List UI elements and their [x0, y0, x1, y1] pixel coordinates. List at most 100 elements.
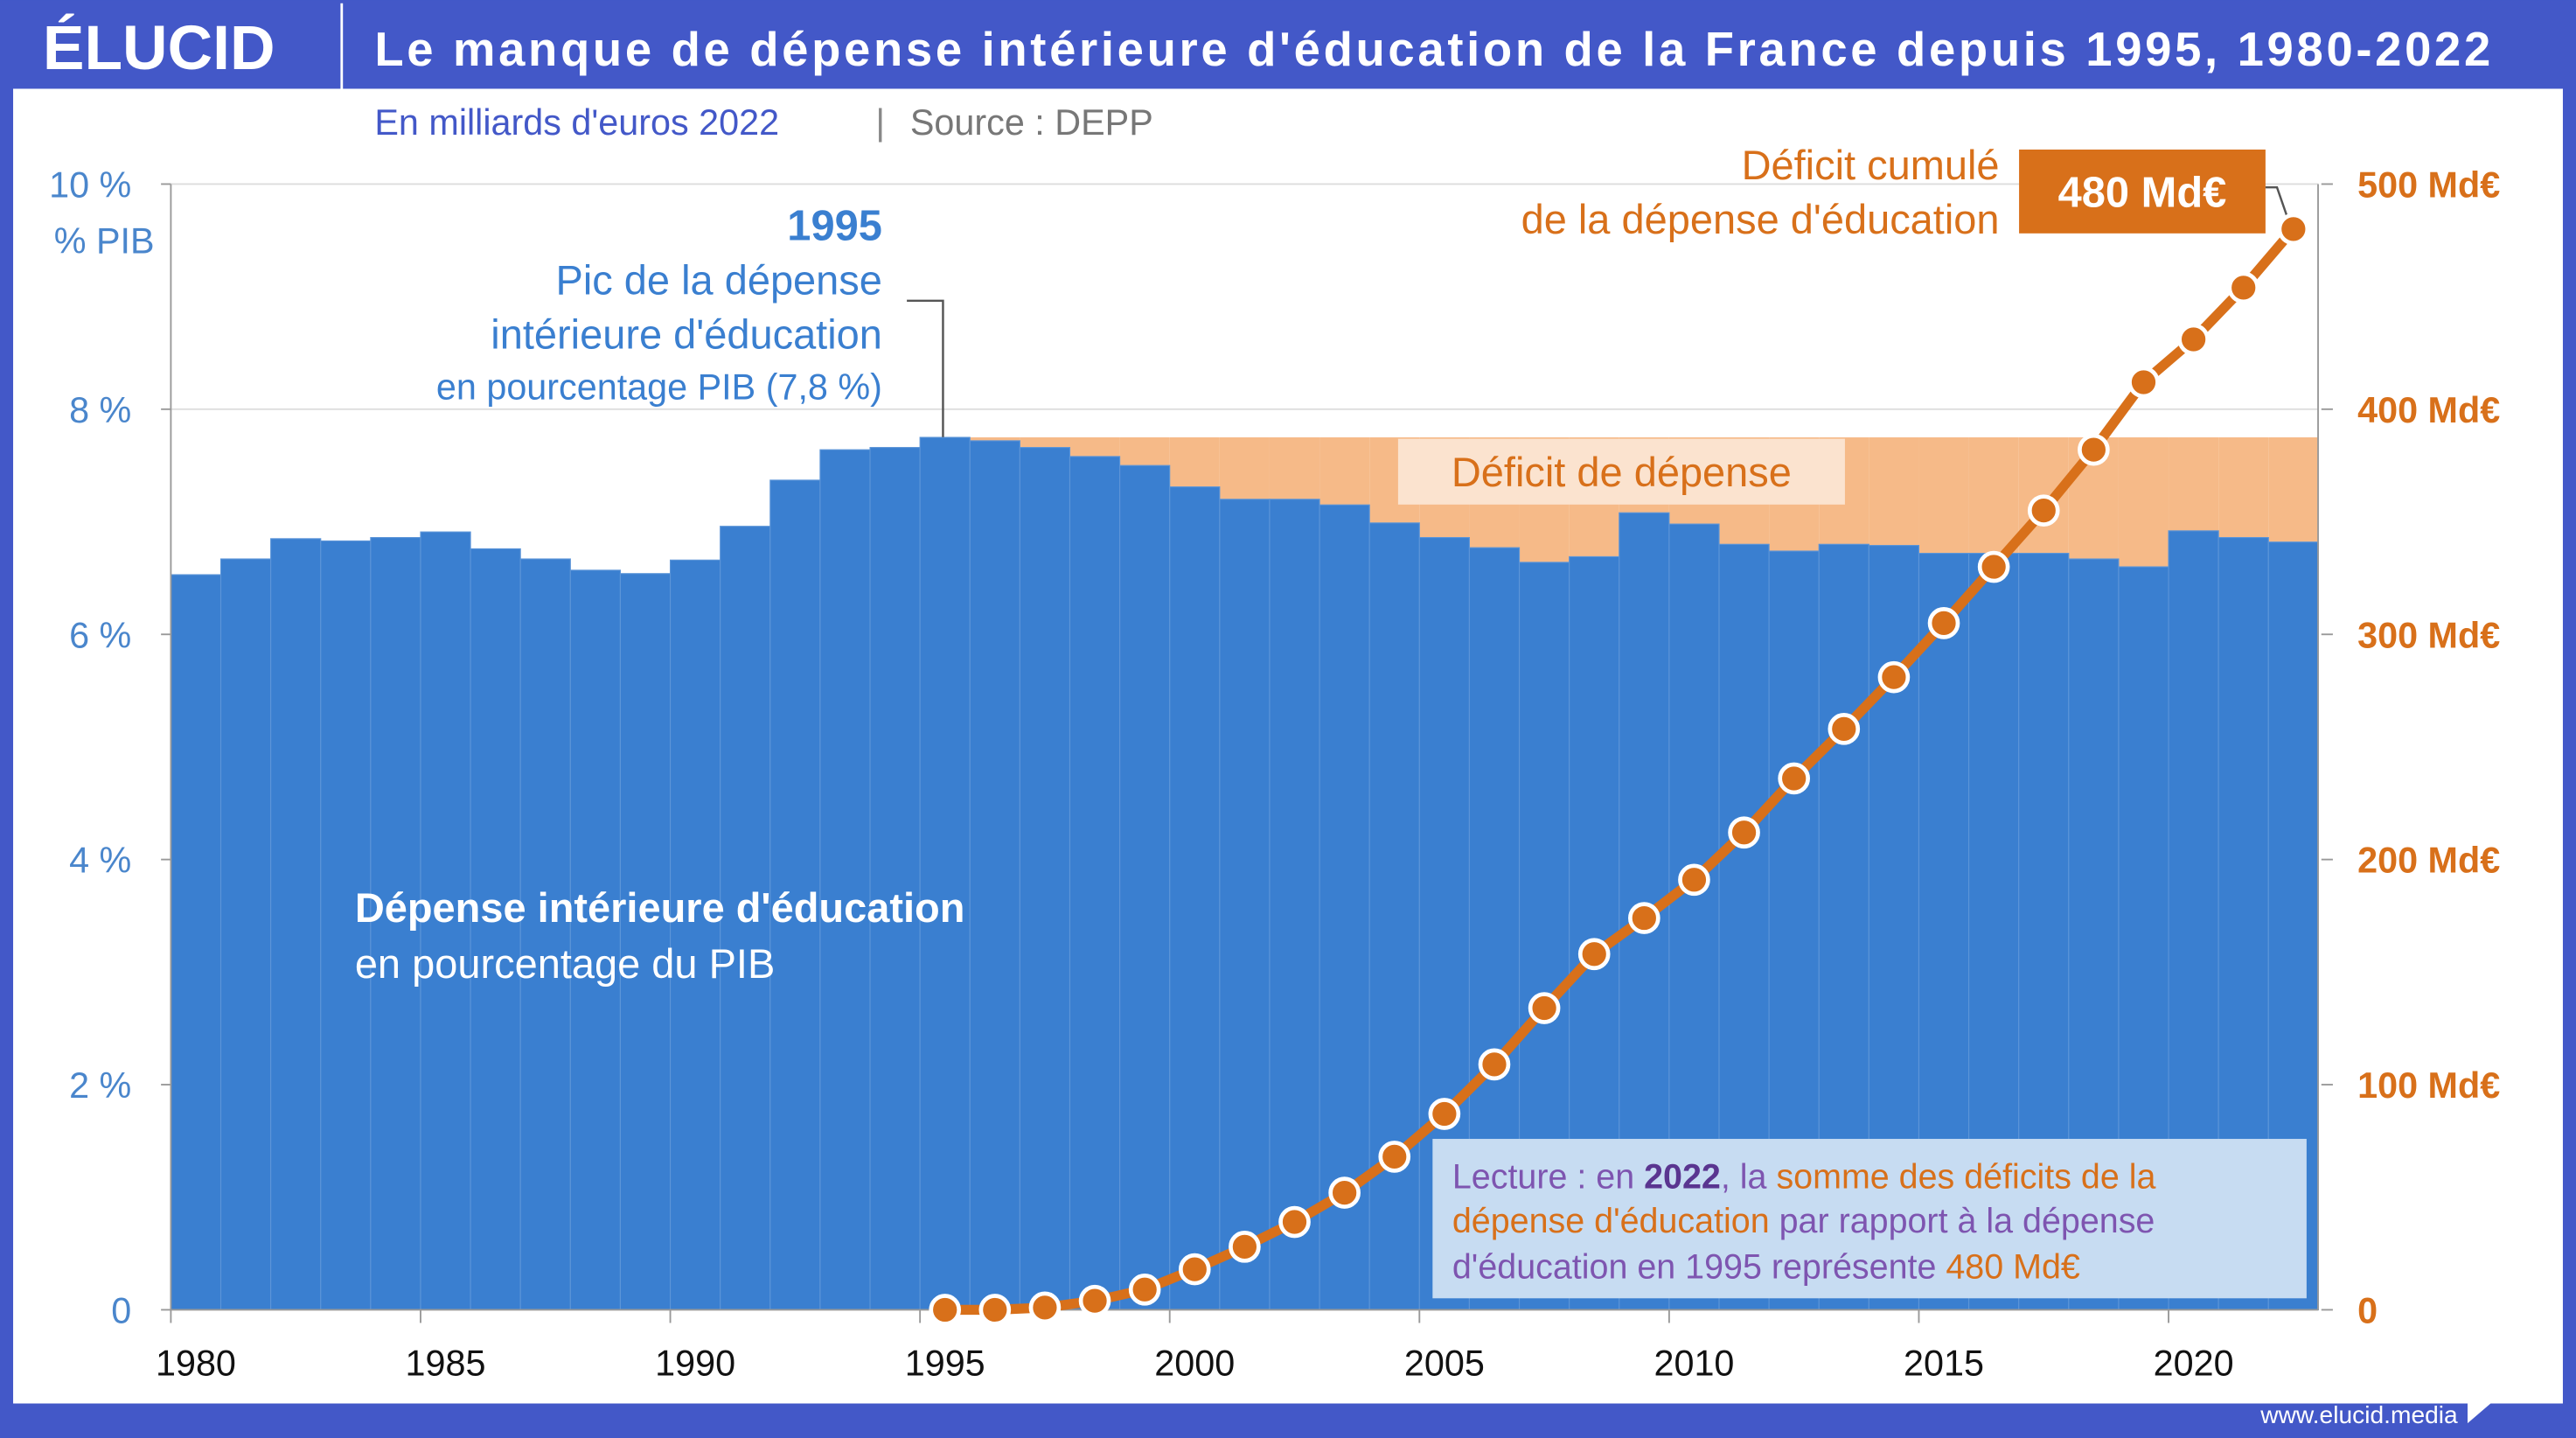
- bar: [769, 479, 821, 1311]
- bar: [1119, 464, 1171, 1311]
- deficit-point: [978, 1294, 1012, 1326]
- right-tick-label: 300 Md€: [2357, 615, 2500, 655]
- deficit-point: [1328, 1176, 1361, 1209]
- bar: [1169, 486, 1221, 1311]
- deficit-point: [2078, 433, 2110, 466]
- bar: [919, 436, 971, 1311]
- bar: [420, 531, 471, 1311]
- deficit-point: [1178, 1253, 1211, 1286]
- x-tick-label: 1990: [655, 1344, 735, 1384]
- bars-label1: Dépense intérieure d'éducation: [355, 884, 965, 931]
- left-tick-label: 0: [111, 1290, 131, 1330]
- deficit-line-path: [944, 226, 2298, 1316]
- cumul-badge: [2019, 149, 2266, 234]
- bar: [320, 540, 372, 1311]
- reading-line3: d'éducation en 1995 représente 480 Md€: [1452, 1248, 2080, 1287]
- deficit-point: [1078, 1284, 1111, 1317]
- left-axis-label: % PIB: [54, 220, 155, 261]
- deficit-point: [2027, 494, 2060, 527]
- x-tick-label: 2000: [1154, 1344, 1235, 1384]
- deficit-point: [1478, 1048, 1511, 1081]
- deficit-segment: [1020, 437, 1070, 448]
- deficit-segment: [1069, 437, 1120, 457]
- deficit-segment: [970, 437, 1020, 441]
- left-tick-label: 10 %: [49, 164, 131, 205]
- deficit-point: [929, 1294, 962, 1326]
- deficit-point: [2177, 323, 2210, 356]
- right-tick-label: 500 Md€: [2357, 164, 2500, 205]
- deficit-segment: [2218, 437, 2269, 538]
- bar: [1069, 456, 1121, 1311]
- deficit-point: [1828, 713, 1861, 745]
- deficit-point: [1028, 1291, 1062, 1324]
- deficit-point: [1128, 1273, 1161, 1306]
- peak-year: 1995: [787, 202, 882, 249]
- deficit-segment: [2118, 437, 2169, 568]
- cumulative-deficit-line: [929, 213, 2310, 1326]
- cumul-line1: Déficit cumulé: [1742, 142, 2000, 188]
- right-tick-label: 400 Md€: [2357, 390, 2500, 430]
- deficit-segment: [1119, 437, 1170, 466]
- bar: [969, 440, 1020, 1311]
- x-tick-label: 1995: [905, 1344, 985, 1384]
- deficit-segment: [1319, 437, 1370, 506]
- bar: [569, 569, 622, 1311]
- deficit-segment: [2169, 437, 2219, 531]
- deficit-point: [1378, 1141, 1411, 1173]
- x-tick-label: 2005: [1404, 1344, 1485, 1384]
- page-title: Le manque de dépense intérieure d'éducat…: [374, 23, 2490, 76]
- bar: [869, 447, 921, 1311]
- subtitle-unit: En milliards d'euros 2022: [374, 102, 779, 143]
- peak-line3: en pourcentage PIB (7,8 %): [436, 367, 882, 408]
- deficit-label-box: [1397, 438, 1845, 505]
- bars-label2: en pourcentage du PIB: [355, 940, 775, 987]
- x-tick-label: 2015: [1904, 1344, 1984, 1384]
- reading-line2: dépense d'éducation par rapport à la dép…: [1452, 1202, 2155, 1240]
- deficit-point: [1728, 816, 1760, 849]
- deficit-segment: [1269, 437, 1320, 499]
- deficit-segment: [2268, 437, 2319, 542]
- cumul-badge-text: 480 Md€: [2058, 170, 2227, 217]
- deficit-label: Déficit de dépense: [1452, 449, 1792, 495]
- right-tick-label: 100 Md€: [2357, 1065, 2500, 1106]
- deficit-point: [1528, 992, 1561, 1024]
- axes: 0 2 % 4 % 6 % 8 % 10 % 0 100 Md€ 200 Md€ 300 Md€ 4…: [49, 164, 2500, 1383]
- deficit-segment: [1918, 437, 1969, 554]
- left-tick-label: 2 %: [69, 1065, 131, 1106]
- deficit-point: [1628, 902, 1660, 934]
- peak-line1: Pic de la dépense: [556, 256, 882, 303]
- bar: [219, 558, 272, 1311]
- x-tick-label: 2010: [1654, 1344, 1734, 1384]
- x-tick-label: 2020: [2154, 1344, 2234, 1384]
- footer-url[interactable]: www.elucid.media: [2259, 1400, 2458, 1428]
- deficit-point: [1877, 660, 1911, 694]
- bar: [819, 449, 871, 1311]
- right-tick-label: 0: [2357, 1290, 2378, 1330]
- deficit-point: [1977, 550, 2010, 583]
- left-tick-label: 6 %: [69, 615, 131, 655]
- deficit-segment: [1219, 437, 1270, 499]
- logo: ÉLUCID: [43, 13, 275, 83]
- deficit-point: [2227, 271, 2260, 304]
- deficit-point: [2277, 213, 2310, 246]
- peak-leader-line: [907, 299, 944, 437]
- deficit-point: [1428, 1098, 1461, 1130]
- left-tick-label: 8 %: [69, 390, 131, 430]
- subtitle-separator: |: [875, 102, 885, 143]
- bar: [270, 538, 322, 1311]
- deficit-point: [1678, 863, 1710, 897]
- reading-line1: Lecture : en 2022, la somme des déficits…: [1452, 1157, 2156, 1196]
- bar: [720, 526, 771, 1311]
- deficit-point: [1577, 938, 1611, 971]
- x-tick-label: 1980: [156, 1344, 236, 1384]
- deficit-point: [2127, 366, 2160, 399]
- peak-line2: intérieure d'éducation: [491, 311, 882, 357]
- deficit-segment: [1169, 437, 1220, 487]
- deficit-segment: [1869, 437, 1919, 546]
- bar: [1219, 499, 1271, 1311]
- left-tick-label: 4 %: [69, 841, 131, 881]
- reading-box: [1432, 1139, 2307, 1299]
- right-tick-label: 200 Md€: [2357, 841, 2500, 881]
- bar: [370, 536, 421, 1311]
- bar: [1019, 447, 1071, 1311]
